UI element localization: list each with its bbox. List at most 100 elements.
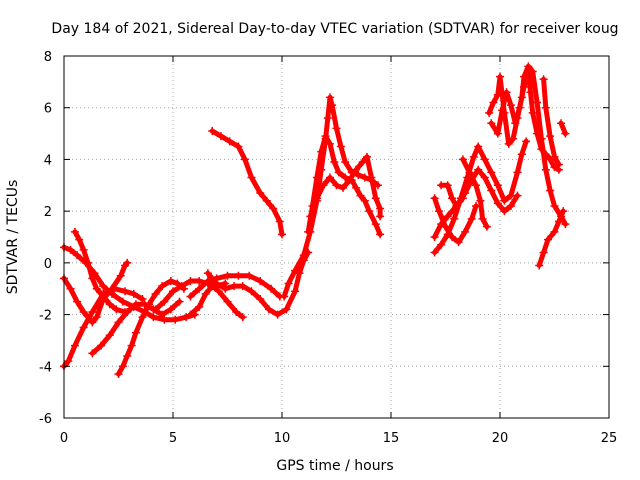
grid — [64, 56, 609, 418]
data-point — [441, 222, 450, 231]
data-point — [493, 181, 502, 190]
data-point — [118, 297, 127, 306]
data-point — [319, 181, 328, 190]
data-point — [129, 289, 138, 298]
data-point — [469, 152, 478, 161]
series-line — [432, 138, 529, 255]
data-point — [498, 106, 507, 115]
data-point — [476, 196, 485, 205]
data-point — [66, 245, 75, 254]
data-point — [212, 279, 221, 288]
data-point — [92, 313, 101, 322]
data-point — [245, 271, 254, 280]
data-point — [537, 145, 546, 154]
data-point — [376, 230, 385, 239]
data-point — [550, 163, 559, 172]
data-point — [234, 271, 243, 280]
data-point — [519, 83, 528, 92]
data-point — [240, 155, 249, 164]
data-point — [345, 176, 354, 185]
data-point — [306, 212, 315, 221]
data-point — [158, 282, 167, 291]
data-series — [60, 62, 570, 379]
series-line — [209, 128, 285, 237]
data-point — [339, 183, 348, 192]
data-point — [214, 287, 223, 296]
data-point — [482, 222, 491, 231]
data-point — [430, 194, 439, 203]
data-point — [79, 323, 88, 332]
data-point — [256, 276, 265, 285]
data-point — [88, 349, 97, 358]
data-point — [376, 212, 385, 221]
series-line — [305, 133, 383, 237]
data-point — [216, 132, 225, 141]
data-point — [480, 155, 489, 164]
series-arc-6 — [114, 276, 188, 379]
data-point — [107, 289, 116, 298]
data-point — [282, 305, 291, 314]
data-point — [533, 98, 542, 107]
data-point — [465, 168, 474, 177]
data-point — [160, 315, 169, 324]
data-point — [557, 119, 566, 128]
data-point — [75, 235, 84, 244]
data-point — [506, 101, 515, 110]
data-point — [325, 173, 334, 182]
data-point — [515, 103, 524, 112]
data-point — [522, 137, 531, 146]
data-point — [363, 152, 372, 161]
data-point — [312, 173, 321, 182]
data-point — [461, 189, 470, 198]
series-arc-10 — [203, 248, 313, 319]
data-point — [376, 204, 385, 213]
data-point — [195, 284, 204, 293]
data-point — [535, 261, 544, 270]
data-point — [541, 103, 550, 112]
data-point — [430, 233, 439, 241]
data-point — [474, 165, 483, 174]
y-tick-label: -4 — [39, 360, 52, 375]
data-point — [493, 129, 502, 138]
data-point — [182, 313, 191, 322]
data-point — [284, 279, 293, 288]
data-point — [493, 90, 502, 99]
data-point — [352, 183, 361, 192]
data-point — [105, 300, 114, 309]
x-tick-label: 15 — [383, 431, 400, 446]
data-point — [88, 318, 97, 327]
data-point — [264, 305, 273, 314]
data-point — [304, 227, 313, 236]
data-point — [79, 307, 88, 316]
data-point — [70, 227, 79, 236]
y-tick-label: 2 — [44, 205, 52, 220]
series-line — [116, 278, 187, 377]
data-point — [145, 300, 154, 309]
data-point — [443, 212, 452, 221]
series-line — [187, 283, 246, 320]
data-point — [509, 134, 518, 143]
data-point — [546, 186, 555, 195]
data-point — [554, 217, 563, 226]
data-point — [127, 341, 136, 350]
data-point — [169, 287, 177, 296]
data-point — [513, 168, 522, 177]
data-point — [496, 72, 504, 81]
series-arc-19 — [458, 155, 491, 231]
data-point — [230, 282, 239, 291]
x-tick-label: 5 — [169, 431, 177, 446]
series-arc-9 — [186, 282, 247, 322]
series-arc-17 — [430, 194, 481, 247]
data-point — [278, 230, 286, 239]
data-point — [171, 315, 180, 324]
data-point — [448, 233, 457, 241]
data-point — [489, 98, 498, 107]
data-point — [166, 276, 175, 285]
axis-ticks: 0 5 10 15 20 25 -6 -4 -2 0 2 4 6 8 — [39, 50, 617, 446]
data-point — [323, 114, 332, 123]
plot-frame — [63, 55, 610, 419]
data-point — [443, 181, 452, 190]
data-point — [358, 158, 367, 167]
data-point — [454, 238, 463, 247]
data-point — [437, 240, 446, 249]
